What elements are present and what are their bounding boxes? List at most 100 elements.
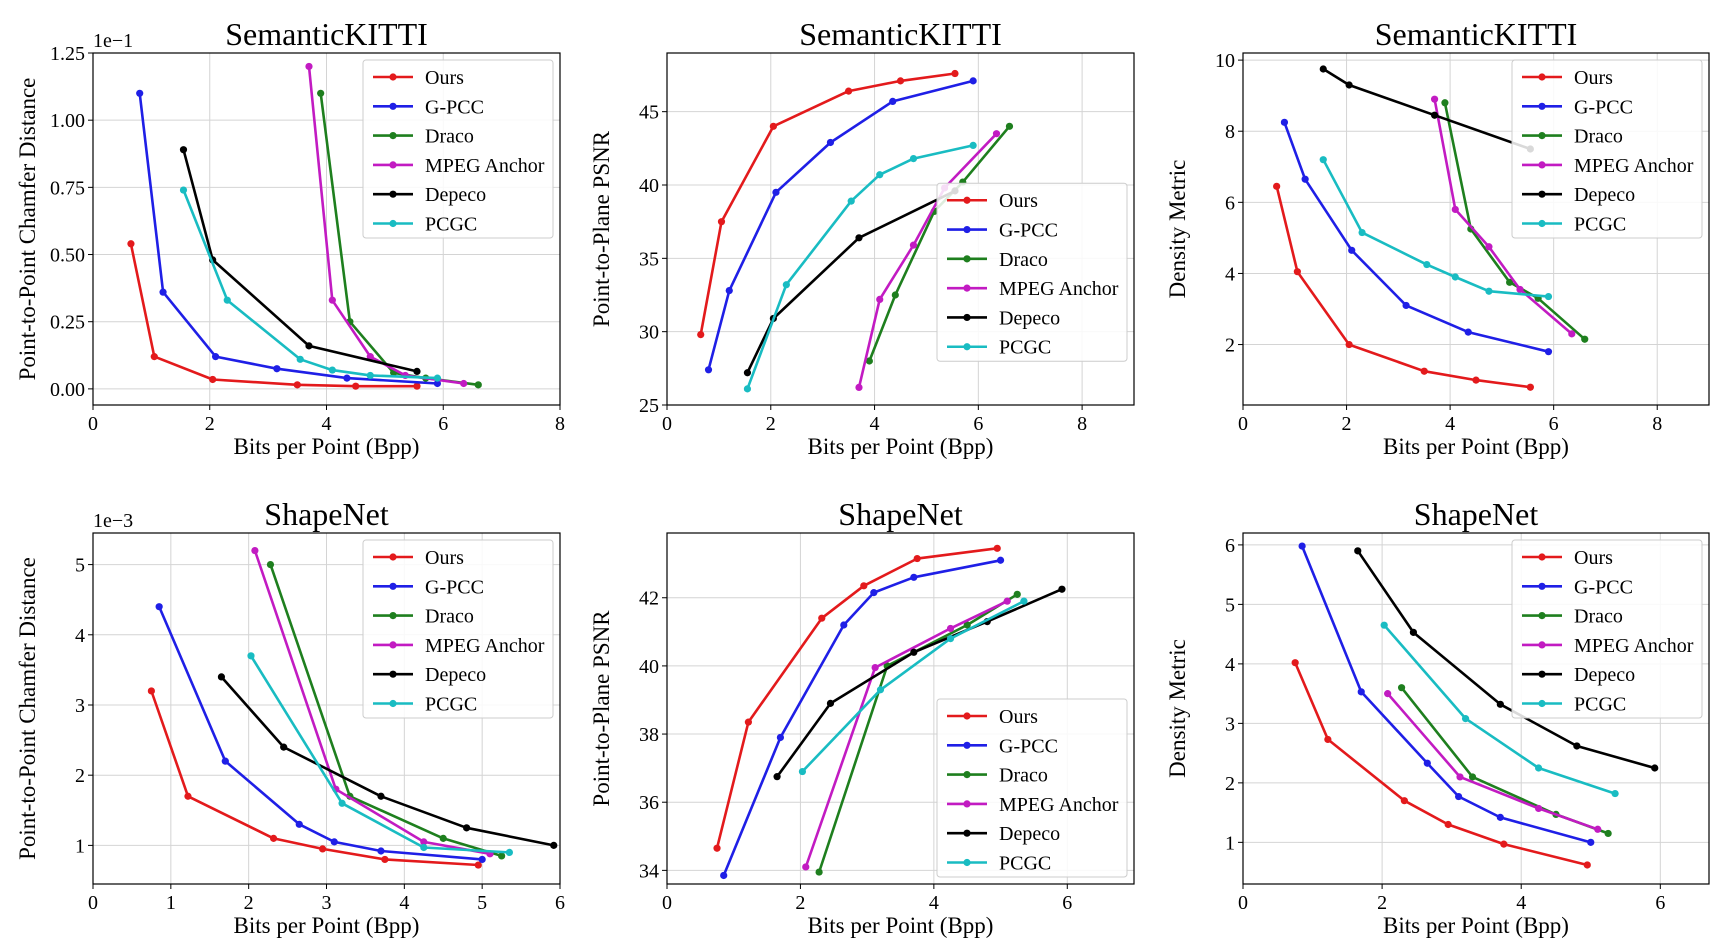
data-point [179,146,188,154]
data-point [474,381,482,389]
data-point [704,366,713,374]
series-group [713,544,1066,880]
data-point [876,171,884,179]
data-point [946,624,955,633]
chart-title: ShapeNet [838,496,963,532]
y-tick-label: 4 [1225,654,1235,676]
data-point [1430,95,1439,103]
y-tick-label: 40 [639,656,659,678]
x-tick-label: 8 [1077,413,1087,435]
legend-marker [963,829,971,837]
data-point [969,141,977,149]
x-tick-label: 0 [1238,413,1248,435]
legend-marker [389,670,397,678]
data-point [305,62,313,71]
data-point [826,699,835,707]
legend-marker [389,73,397,81]
chart-panel-4: 0 1 2 3 4 5 6 1 2 3 4 5 ShapeNet Bits per Point (Bpp)… [15,496,565,938]
series-line-ours [699,72,956,335]
legend-label: G-PCC [1574,576,1633,598]
chart-title: SemanticKITTI [799,16,1002,52]
legend-label: Draco [999,249,1048,271]
x-axis-label: Bits per Point (Bpp) [1383,913,1569,938]
data-point [1397,684,1406,692]
data-point [826,138,835,147]
legend-marker [963,225,971,234]
data-point [1409,628,1418,636]
y-tick-label: 35 [639,248,659,270]
legend-label: MPEG Anchor [999,278,1119,300]
legend: Ours G-PCC Draco MPEG Anchor Depeco PCGC [362,59,554,239]
data-point [1496,813,1504,821]
data-point [909,155,918,163]
series-line-g-pcc [1283,121,1549,353]
y-tick-label: 38 [639,724,659,746]
data-point [420,843,428,852]
series-group [1273,65,1589,391]
legend-marker [1538,161,1546,169]
series-line-ours [715,547,998,849]
data-point [343,374,351,382]
data-point [876,686,885,694]
data-point [772,188,780,196]
legend-marker [389,612,397,620]
y-tick-label: 5 [75,555,85,577]
data-point [913,554,921,563]
data-point [773,773,781,781]
data-point [209,375,217,384]
axes-frame [666,532,1135,885]
y-tick-label: 40 [639,175,659,197]
legend-label: Draco [425,606,474,628]
x-tick-label: 6 [1549,413,1559,435]
data-point [1456,773,1464,781]
data-point [1568,330,1576,338]
data-point [1485,287,1493,295]
y-tick-label: 8 [1225,121,1235,143]
legend-marker [963,858,971,867]
data-point [1651,764,1659,772]
data-point [1291,659,1299,667]
data-point [1020,597,1028,605]
chart-title: ShapeNet [1414,496,1539,532]
legend-marker [963,712,971,720]
y-axis-label: Point-to-Plane PSNR [589,610,614,807]
data-point [1354,547,1362,555]
legend: Ours G-PCC Draco MPEG Anchor Depeco PCGC [362,539,554,719]
y-axis-label: Point-to-Point Chamfer Distance [15,78,40,381]
data-point [743,369,752,377]
series-line-pcgc [801,600,1025,773]
x-axis-label: Bits per Point (Bpp) [1383,434,1569,459]
data-point [840,621,848,629]
legend-marker [389,190,397,198]
x-tick-label: 6 [1062,892,1072,914]
series-group [1291,542,1659,869]
series-line-pcgc [746,144,974,390]
data-point [147,687,155,695]
x-tick-label: 2 [795,892,805,914]
y-axis-label: Point-to-Plane PSNR [589,130,614,327]
x-tick-label: 8 [1652,413,1662,435]
data-point [266,560,275,569]
legend-label: G-PCC [425,96,484,118]
data-point [992,130,1001,138]
data-point [818,614,826,622]
axis-offset-text: 1e−1 [93,30,133,52]
data-point [1451,205,1459,214]
data-point [845,87,853,95]
axes-frame [1242,52,1710,406]
chart-panel-5: 0 2 4 6 34 36 38 40 42 ShapeNet Bits per Point (Bp… [589,496,1135,938]
x-tick-label: 6 [438,413,448,435]
y-tick-label: 3 [1225,713,1235,735]
data-point [951,69,959,78]
series-line-pcgc [249,655,510,854]
legend-label: MPEG Anchor [1574,635,1694,657]
data-point [1423,260,1431,269]
x-axis-label: Bits per Point (Bpp) [234,434,420,459]
data-point [782,281,790,289]
series-line-mpeg-anchor [253,550,491,856]
legend-label: G-PCC [1574,96,1633,118]
data-point [896,77,905,85]
data-point [433,374,442,382]
data-point [505,848,514,857]
data-point [815,868,823,876]
